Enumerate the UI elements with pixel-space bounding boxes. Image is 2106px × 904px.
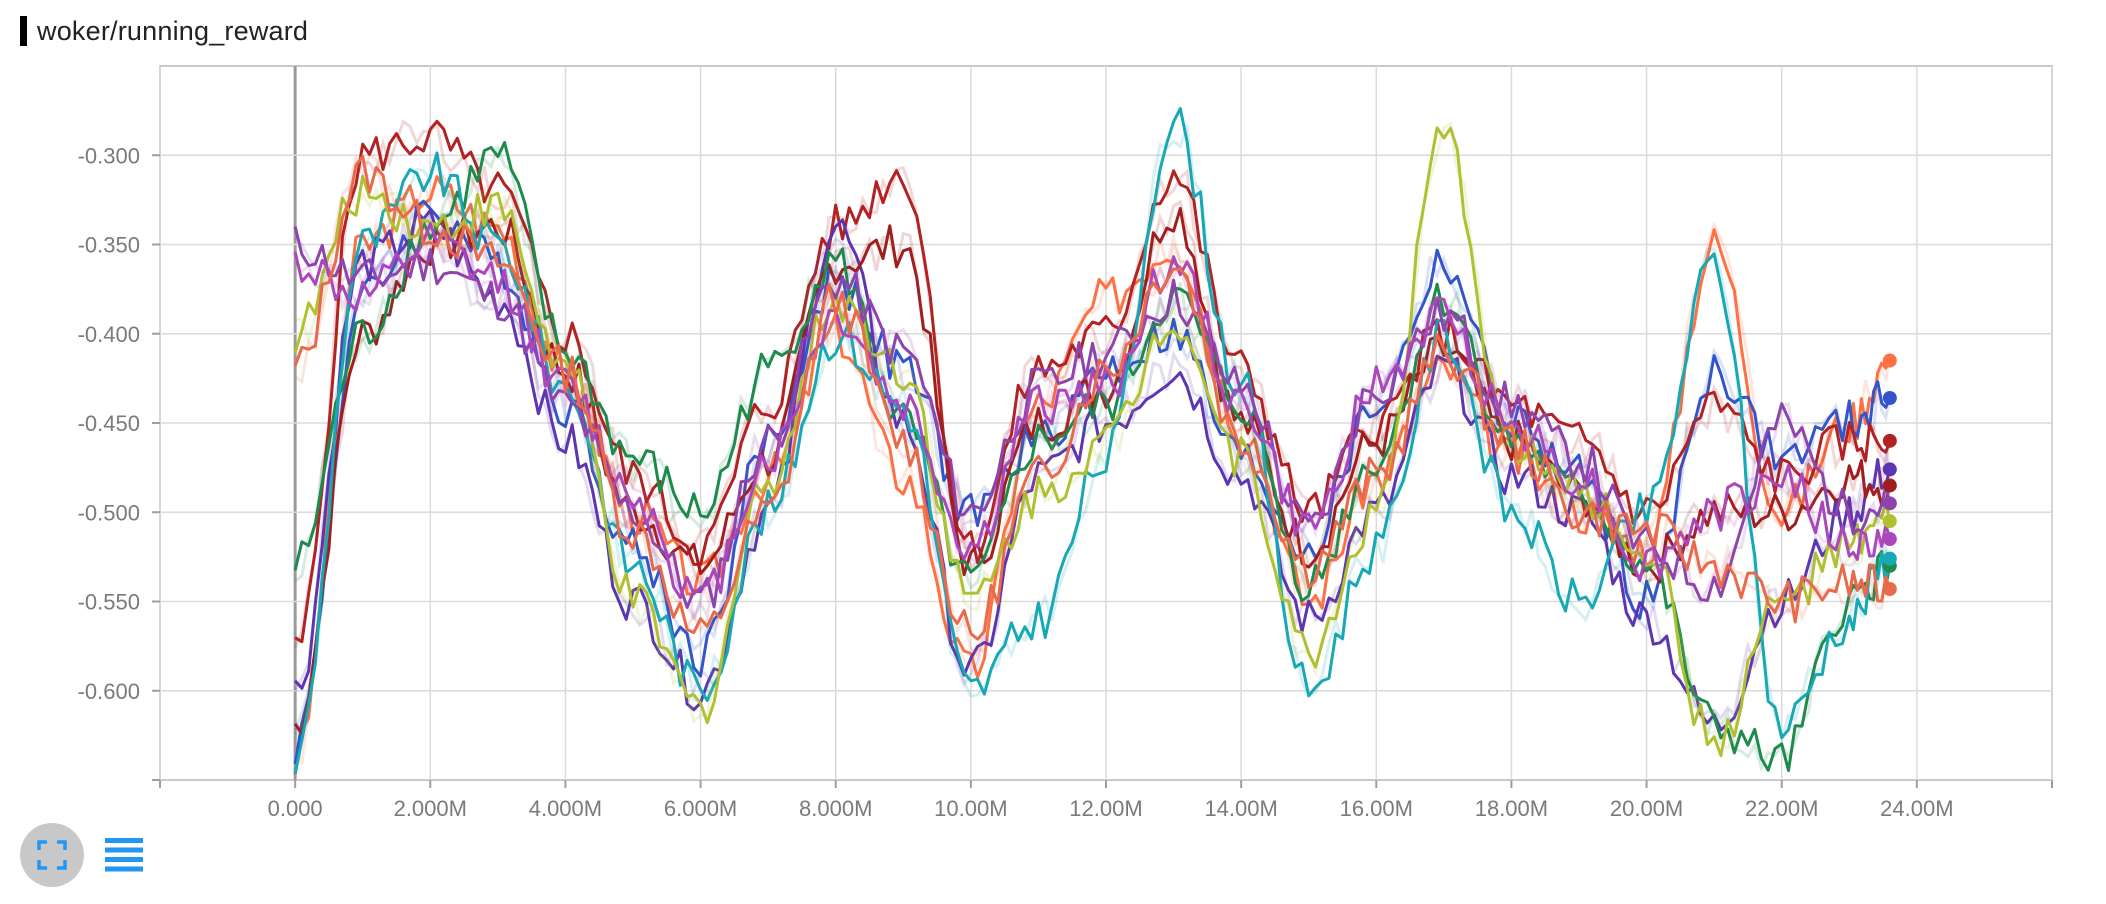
series-endpoint	[1882, 582, 1897, 597]
series-group	[293, 107, 1892, 776]
x-tick-label: 0.000	[268, 796, 323, 821]
chart-toolbar	[20, 823, 144, 887]
series-raw-line	[294, 143, 1892, 773]
series-line	[293, 154, 1892, 641]
series-line	[293, 208, 1892, 732]
series-raw-line	[293, 207, 1892, 721]
series-endpoint	[1882, 391, 1897, 406]
toggle-legend-button[interactable]	[104, 835, 144, 875]
chart-title: woker/running_reward	[37, 15, 309, 46]
y-tick-label: -0.500	[78, 500, 140, 525]
series-endpoint	[1882, 462, 1897, 477]
list-icon	[105, 838, 143, 872]
series-line	[293, 141, 1892, 772]
fullscreen-icon	[37, 840, 67, 870]
series-endpoint	[1882, 433, 1897, 448]
y-tick-label: -0.400	[78, 322, 140, 347]
y-tick-label: -0.600	[78, 679, 140, 704]
y-tick-label: -0.450	[78, 411, 140, 436]
y-tick-label: -0.550	[78, 590, 140, 615]
chart-card-header: woker/running_reward	[20, 14, 308, 48]
series-raw-line	[293, 220, 1891, 621]
x-tick-label: 10.00M	[934, 796, 1007, 821]
series-raw-line	[294, 121, 1892, 751]
series-line	[293, 207, 1892, 736]
series-endpoint	[1882, 532, 1897, 547]
x-tick-label: 16.00M	[1340, 796, 1413, 821]
series-endpoint	[1882, 496, 1897, 511]
x-tick-label: 4.000M	[529, 796, 602, 821]
x-tick-label: 14.00M	[1204, 796, 1277, 821]
x-tick-label: 12.00M	[1069, 796, 1142, 821]
series-endpoint	[1882, 353, 1897, 368]
y-tick-label: -0.350	[78, 233, 140, 258]
x-tick-label: 8.000M	[799, 796, 872, 821]
x-tick-label: 18.00M	[1475, 796, 1548, 821]
x-tick-label: 24.00M	[1880, 796, 1953, 821]
series-endpoint	[1882, 551, 1897, 566]
header-accent-bar	[20, 16, 27, 46]
x-tick-label: 6.000M	[664, 796, 737, 821]
series-raw-line	[293, 124, 1892, 746]
x-tick-label: 20.00M	[1610, 796, 1683, 821]
x-tick-label: 22.00M	[1745, 796, 1818, 821]
x-tick-label: 2.000M	[394, 796, 467, 821]
expand-button[interactable]	[20, 823, 84, 887]
y-tick-label: -0.300	[78, 143, 140, 168]
series-line	[293, 126, 1892, 758]
series-endpoint	[1882, 478, 1897, 493]
series-endpoint	[1882, 514, 1897, 529]
series-line	[294, 119, 1892, 644]
series-line	[293, 199, 1892, 765]
